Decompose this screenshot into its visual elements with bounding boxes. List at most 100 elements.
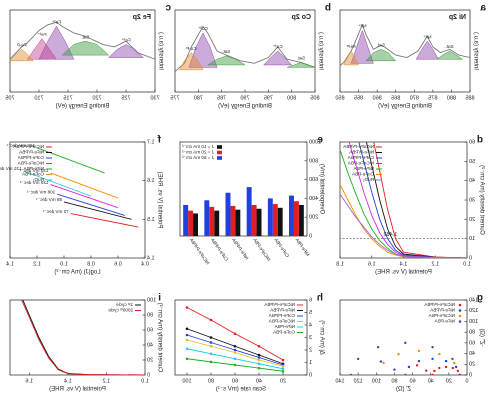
annotation: 1.482 [383,232,397,238]
panel-letter: h [317,293,323,304]
legend-label: NiCoFe-P/PBA [423,302,455,307]
legend-label: NiCoFe-PBA [17,161,44,166]
x-tick-label: 865 [391,95,400,101]
point [209,336,213,339]
peak-label: Co-P [186,46,196,51]
point [233,344,237,348]
x-tick-label: 775 [170,95,179,101]
x-axis-label: Z' (Ω) [396,387,411,393]
point [431,373,434,375]
bar [183,204,189,236]
plot-frame [339,9,471,93]
x-tick-label: 140 [335,378,344,384]
x-tick-label: 60 [232,378,238,384]
plot-area [340,142,467,258]
x-tick-label: 1.2 [431,261,439,267]
point [451,357,454,361]
y-tick-label: 20 [469,217,475,223]
y-tick-label: 1000 [309,139,321,145]
legend-label: NiFe-P/PBA [18,150,44,155]
point [438,366,441,370]
point [257,344,261,348]
point [185,333,189,337]
point [451,366,455,370]
x-tick-label: 40 [256,378,262,384]
point [376,373,380,375]
legend-swatch [458,303,462,307]
slope-label: 72 mV dec⁻¹ [42,209,68,214]
point [444,365,448,369]
x-axis-label: Binding Energy (eV) [218,104,272,110]
bar [298,204,304,236]
line [340,193,467,258]
panel-letter: f [157,135,161,146]
x-tick-label: 1.4 [6,261,14,267]
y-axis-label: Intensity (a.u.) [317,32,323,70]
point [456,369,460,373]
y-tick-label: 140 [469,297,478,303]
bar [251,204,257,236]
y-tick-label: 40 [469,351,475,357]
peak-label: Co³⁺ [198,26,208,31]
peak-area [263,50,293,66]
line [50,172,119,199]
y-tick-label: 50 [469,159,475,165]
x-tick-label: CoFe-PBA [273,237,290,259]
y-tick-label: 2 [309,347,312,353]
point [453,361,456,365]
y-tick-label: 1.5 [147,217,155,223]
peak-label: Sat. [81,34,89,39]
plot-area [349,341,461,375]
y-tick-label: 80 [147,312,153,318]
y-tick-label: 0 [309,233,312,239]
peak-area [415,40,439,60]
x-tick-label: 705 [5,95,14,101]
peak-area [435,50,464,60]
point [444,359,448,363]
y-tick-label: 1.4 [147,255,155,261]
peak-label: Co³⁺ [272,44,282,49]
point [393,368,396,371]
y-tick-label: 100 [469,319,478,325]
bar [214,210,220,236]
x-tick-label: 870 [410,95,419,101]
y-axis-label: -Z'' (Ω) [478,328,484,346]
point [458,373,461,375]
panel: d 1.0 1.2 1.4 1.6 1.8 0 10 20 30 40 50 60 Potential (… [336,135,484,276]
point [209,352,213,356]
y-tick-label: 800 [309,158,318,164]
plot-area [340,23,470,67]
y-axis-label: Overpotential (mV) [318,164,324,214]
legend-label: CoFe-PBA [21,172,44,177]
x-tick-label: 1.0 [60,261,68,267]
y-axis-label: Potential (V vs. RHE) [156,172,162,229]
x-tick-label: 860 [373,95,382,101]
y-tick-label: 120 [469,308,478,314]
peak-area [107,44,145,58]
x-axis-label: Binding Energy (eV) [56,104,110,110]
legend-swatch [458,320,462,323]
y-tick-label: 0 [147,372,150,378]
line [70,213,139,228]
x-tick-label: 1.2 [103,378,111,384]
bar [289,195,294,236]
x-tick-label: 855 [354,95,363,101]
peak-area [26,38,57,60]
point [209,360,213,364]
x-tick-label: 120 [354,378,363,384]
point [356,357,360,361]
x-tick-label: 875 [428,95,437,101]
x-tick-label: NiCoFe-P/PBA [188,237,210,266]
point [233,348,237,352]
point [382,361,385,365]
x-axis-label: Potential (V vs. RHE) [375,270,432,276]
point [209,344,213,348]
y-tick-label: 1 [309,360,312,366]
peak-label: Ni²⁺ [423,34,432,39]
peak-label: Fe²⁺ [37,32,47,37]
legend-swatch [458,309,462,312]
peak-label: Sat. [297,56,305,61]
panel: i 1.0 1.2 1.4 1.6 0 20 40 60 80 100 Potential (V vs… [9,293,162,393]
